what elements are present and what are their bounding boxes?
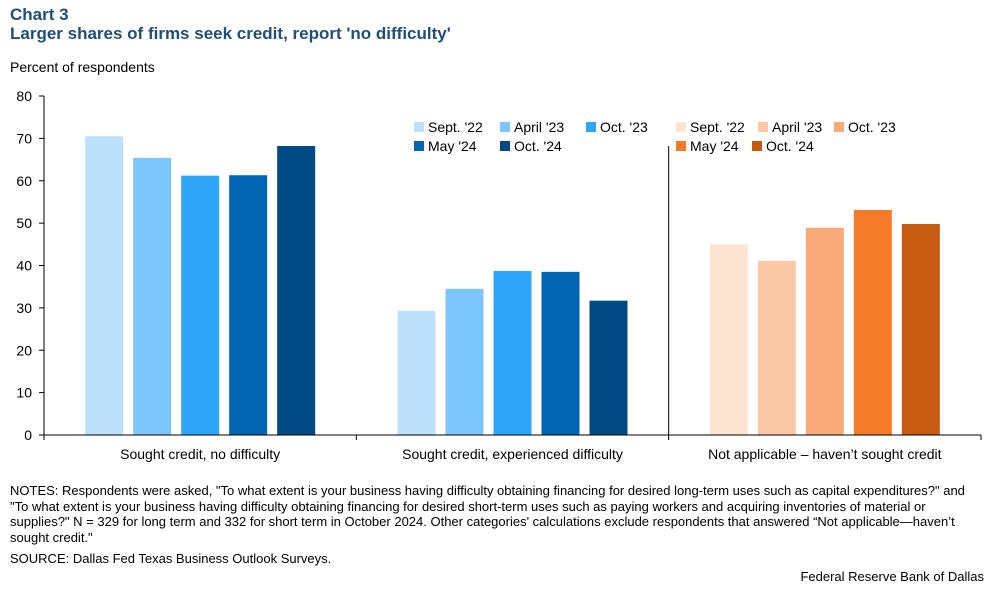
legend-swatch [752, 140, 762, 151]
legend-swatch [586, 121, 596, 132]
y-axis-label: Percent of respondents [10, 59, 155, 75]
legend-label: Oct. '24 [766, 137, 814, 154]
legend-label: Oct. '23 [600, 118, 648, 135]
bar-chart: Sought credit, no difficulty Sought credi… [16, 88, 982, 462]
legend-orange: Sept. '22 April '23 Oct. '23 May '24 Oct… [676, 117, 896, 155]
bar [493, 271, 532, 435]
x-tick-label: Sought credit, experienced difficulty [402, 446, 623, 462]
legend-item: April '23 [758, 119, 834, 135]
y-tick-label: 30 [16, 300, 32, 316]
legend-label: May '24 [428, 137, 477, 154]
bar [277, 146, 316, 435]
bar [133, 157, 172, 435]
x-tick-label: Sought credit, no difficulty [120, 446, 280, 462]
bar [229, 175, 268, 435]
y-tick-label: 10 [16, 385, 32, 401]
legend-swatch [500, 121, 510, 132]
y-tick-label: 20 [16, 342, 32, 358]
y-tick-label: 50 [16, 215, 32, 231]
bar [541, 271, 580, 435]
legend-label: Sept. '22 [690, 118, 745, 135]
x-tick-label: Not applicable – haven’t sought credit [708, 446, 942, 462]
chart-source: SOURCE: Dallas Fed Texas Business Outloo… [10, 551, 332, 566]
y-tick-label: 60 [16, 173, 32, 189]
bar [397, 310, 436, 435]
legend-label: Sept. '22 [428, 118, 483, 135]
y-tick-label: 80 [16, 88, 32, 104]
legend-item: April '23 [500, 119, 586, 135]
y-tick-label: 70 [16, 130, 32, 146]
legend-swatch [676, 121, 686, 132]
bar [853, 209, 892, 435]
bars-layer [85, 136, 940, 436]
legend-item: Oct. '23 [834, 119, 896, 135]
footer-credit: Federal Reserve Bank of Dallas [800, 569, 984, 584]
bar [85, 136, 124, 435]
bar [445, 288, 484, 435]
legend-swatch [834, 121, 844, 132]
axes-layer: Sought credit, no difficulty Sought credi… [16, 88, 982, 462]
y-tick-label: 0 [24, 427, 32, 443]
legend-blue: Sept. '22 April '23 Oct. '23 May '24 Oct… [414, 117, 648, 155]
bar [805, 227, 844, 435]
legend-item: Sept. '22 [414, 119, 500, 135]
chart-notes: NOTES: Respondents were asked, "To what … [10, 483, 965, 545]
chart-number: Chart 3 [10, 5, 69, 24]
legend-item: Oct. '23 [586, 119, 648, 135]
bar [589, 300, 628, 435]
legend-label: Oct. '23 [848, 118, 896, 135]
legend-item: May '24 [676, 138, 752, 154]
legend-label: May '24 [690, 137, 739, 154]
legend-label: April '23 [772, 118, 823, 135]
bar [181, 175, 220, 436]
bar [757, 260, 796, 435]
legend-swatch [676, 140, 686, 151]
legend-swatch [758, 121, 768, 132]
legend-swatch [500, 140, 510, 151]
legend-item: Oct. '24 [500, 138, 562, 154]
legend-label: April '23 [514, 118, 565, 135]
legend-swatch [414, 121, 424, 132]
bar [901, 223, 940, 435]
legend-item: May '24 [414, 138, 500, 154]
y-tick-label: 40 [16, 258, 32, 274]
legend-label: Oct. '24 [514, 137, 562, 154]
chart-title: Larger shares of firms seek credit, repo… [10, 24, 451, 43]
legend-swatch [414, 140, 424, 151]
legend-item: Sept. '22 [676, 119, 758, 135]
bar [709, 244, 748, 435]
legend-item: Oct. '24 [752, 138, 814, 154]
